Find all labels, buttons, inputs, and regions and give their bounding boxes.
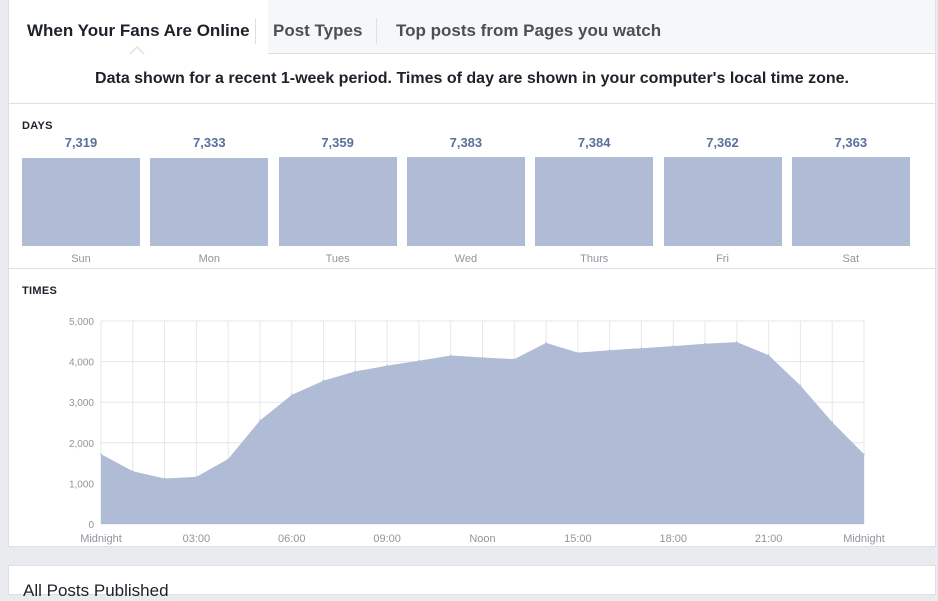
day-bar[interactable] [663, 157, 782, 246]
day-name-label: Thurs [580, 253, 609, 265]
data-point [418, 359, 420, 362]
times-section: TIMES 0 1,000 2,000 3,000 4,000 5,000 Midnight… [9, 269, 935, 547]
day-value-label: 7,319 [64, 135, 98, 150]
data-point [799, 384, 802, 387]
y-tick-label: 0 [88, 520, 94, 531]
data-point [163, 477, 166, 480]
data-point [354, 370, 357, 373]
data-point [449, 354, 452, 357]
all-posts-section: All Posts Published [8, 565, 936, 600]
day-value-label: 7,362 [706, 135, 739, 150]
day-name-label: Tues [325, 253, 350, 265]
x-tick-label: 03:00 [183, 533, 211, 545]
y-tick-label: 2,000 [69, 439, 94, 450]
area-series [101, 342, 864, 524]
x-tick-label: 18:00 [659, 533, 687, 545]
times-area-chart: 0 1,000 2,000 3,000 4,000 5,000 Midnight 03:00 0… [69, 317, 885, 545]
day-name-label: Fri [716, 253, 729, 265]
data-point [131, 470, 134, 473]
days-section: DAYS 7,319 Sun 7,333 Mon 7,359 Tues 7,383 Wed 7,… [9, 104, 935, 269]
x-tick-label: 21:00 [755, 533, 783, 545]
data-point [290, 394, 293, 396]
tab-post-types[interactable]: Post Types [273, 21, 363, 40]
data-point [100, 453, 102, 455]
days-label: DAYS [22, 120, 53, 132]
day-value-label: 7,384 [577, 135, 611, 150]
day-name-label: Sat [842, 253, 860, 265]
day-name-label: Mon [198, 253, 220, 265]
day-bar[interactable] [406, 157, 525, 246]
data-point [672, 345, 675, 347]
data-point [704, 342, 706, 345]
insights-panel: When Your Fans Are Online Post Types Top… [8, 0, 936, 547]
data-point [831, 421, 834, 423]
data-point [863, 453, 865, 455]
day-value-label: 7,383 [449, 135, 483, 150]
day-bar[interactable] [791, 157, 910, 246]
x-tick-label: Midnight [80, 533, 122, 545]
x-tick-label: 09:00 [373, 533, 401, 545]
data-point [545, 342, 547, 344]
day-value-label: 7,333 [193, 135, 226, 150]
tab-divider [376, 18, 377, 44]
day-value-label: 7,359 [321, 135, 354, 150]
y-tick-label: 3,000 [69, 398, 94, 409]
x-tick-label: 06:00 [278, 533, 306, 545]
data-point [640, 347, 643, 350]
data-point [577, 351, 579, 354]
data-point [767, 354, 770, 356]
y-tick-label: 1,000 [69, 479, 94, 490]
timezone-notice: Data shown for a recent 1-week period. T… [9, 54, 935, 104]
day-bar[interactable] [150, 157, 269, 246]
data-point [195, 476, 198, 478]
data-point [513, 358, 516, 360]
day-name-label: Sun [71, 253, 91, 265]
day-bar[interactable] [535, 157, 654, 246]
x-tick-label: Midnight [843, 533, 885, 545]
data-point [322, 379, 325, 382]
tab-divider [255, 18, 256, 44]
y-tick-label: 4,000 [69, 358, 94, 369]
tab-top-posts[interactable]: Top posts from Pages you watch [396, 21, 662, 40]
data-point [481, 356, 484, 359]
data-point [386, 364, 388, 367]
y-tick-label: 5,000 [69, 317, 94, 328]
x-tick-label: 15:00 [564, 533, 592, 545]
day-bar[interactable] [278, 157, 397, 246]
data-point [227, 458, 229, 460]
day-value-label: 7,363 [834, 135, 868, 150]
active-tab-caret-inner [130, 48, 144, 55]
tab-bar: When Your Fans Are Online Post Types Top… [9, 0, 935, 55]
day-bar[interactable] [22, 157, 140, 246]
all-posts-title: All Posts Published [23, 581, 169, 600]
x-tick-label: Noon [469, 533, 495, 545]
day-name-label: Wed [454, 253, 478, 265]
tab-when-fans-online[interactable]: When Your Fans Are Online [9, 0, 268, 55]
data-point [259, 419, 261, 422]
times-label: TIMES [22, 285, 58, 297]
data-point [736, 341, 738, 343]
data-point [608, 349, 611, 352]
